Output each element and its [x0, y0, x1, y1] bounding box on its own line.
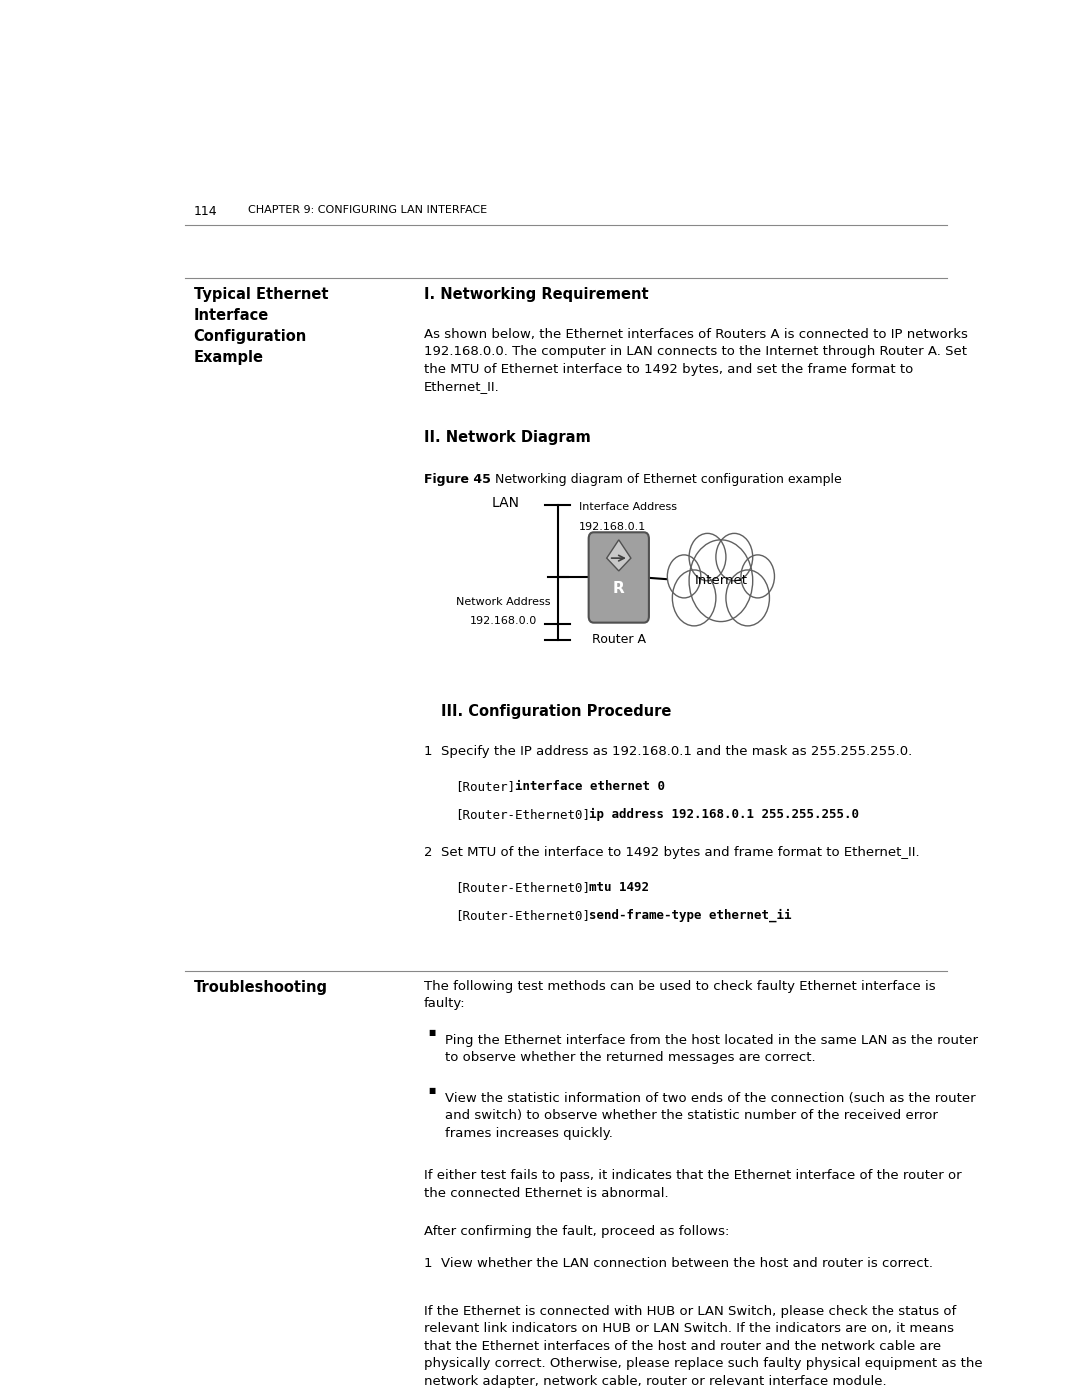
- Circle shape: [689, 539, 753, 622]
- FancyBboxPatch shape: [589, 532, 649, 623]
- Text: 192.168.0.0: 192.168.0.0: [470, 616, 537, 626]
- Text: ip address 192.168.0.1 255.255.255.0: ip address 192.168.0.1 255.255.255.0: [589, 807, 859, 821]
- Text: Figure 45: Figure 45: [423, 474, 490, 486]
- Text: [Router-Ethernet0]: [Router-Ethernet0]: [456, 909, 591, 922]
- Text: View the statistic information of two ends of the connection (such as the router: View the statistic information of two en…: [445, 1091, 975, 1140]
- Text: 2  Set MTU of the interface to 1492 bytes and frame format to Ethernet_II.: 2 Set MTU of the interface to 1492 bytes…: [423, 847, 919, 859]
- Text: III. Configuration Procedure: III. Configuration Procedure: [441, 704, 671, 719]
- Text: ■: ■: [428, 1028, 435, 1037]
- Text: Networking diagram of Ethernet configuration example: Networking diagram of Ethernet configura…: [486, 474, 841, 486]
- Text: ■: ■: [428, 1087, 435, 1095]
- Text: II. Network Diagram: II. Network Diagram: [423, 430, 591, 446]
- Text: LAN: LAN: [492, 496, 521, 510]
- Text: As shown below, the Ethernet interfaces of Routers A is connected to IP networks: As shown below, the Ethernet interfaces …: [423, 328, 968, 394]
- Text: mtu 1492: mtu 1492: [589, 882, 649, 894]
- Text: 114: 114: [193, 205, 217, 218]
- Text: [Router]: [Router]: [456, 780, 515, 792]
- Text: 1  Specify the IP address as 192.168.0.1 and the mask as 255.255.255.0.: 1 Specify the IP address as 192.168.0.1 …: [423, 745, 912, 759]
- Text: Internet: Internet: [694, 574, 747, 587]
- Text: Network Address: Network Address: [456, 597, 551, 606]
- Text: Ping the Ethernet interface from the host located in the same LAN as the router
: Ping the Ethernet interface from the hos…: [445, 1034, 977, 1065]
- Text: The following test methods can be used to check faulty Ethernet interface is
fau: The following test methods can be used t…: [423, 979, 935, 1010]
- Text: If either test fails to pass, it indicates that the Ethernet interface of the ro: If either test fails to pass, it indicat…: [423, 1169, 961, 1200]
- Text: interface ethernet 0: interface ethernet 0: [515, 780, 665, 792]
- Text: Typical Ethernet
Interface
Configuration
Example: Typical Ethernet Interface Configuration…: [193, 286, 328, 365]
- Text: send-frame-type ethernet_ii: send-frame-type ethernet_ii: [589, 909, 792, 922]
- Text: R: R: [613, 581, 624, 595]
- Text: CHAPTER 9: CONFIGURING LAN INTERFACE: CHAPTER 9: CONFIGURING LAN INTERFACE: [248, 205, 487, 215]
- Text: E0: E0: [591, 556, 606, 569]
- Circle shape: [667, 555, 701, 598]
- Text: [Router-Ethernet0]: [Router-Ethernet0]: [456, 807, 591, 820]
- Text: Troubleshooting: Troubleshooting: [193, 979, 327, 995]
- Circle shape: [673, 570, 716, 626]
- Text: After confirming the fault, proceed as follows:: After confirming the fault, proceed as f…: [423, 1225, 729, 1238]
- Text: 1  View whether the LAN connection between the host and router is correct.: 1 View whether the LAN connection betwee…: [423, 1257, 933, 1270]
- Circle shape: [726, 570, 769, 626]
- Circle shape: [689, 534, 726, 581]
- Text: Interface Address: Interface Address: [579, 502, 676, 513]
- Circle shape: [741, 555, 774, 598]
- Text: Router A: Router A: [592, 633, 646, 647]
- Text: [Router-Ethernet0]: [Router-Ethernet0]: [456, 882, 591, 894]
- Text: 192.168.0.1: 192.168.0.1: [579, 521, 646, 531]
- Polygon shape: [607, 539, 631, 571]
- Text: I. Networking Requirement: I. Networking Requirement: [423, 286, 648, 302]
- Text: If the Ethernet is connected with HUB or LAN Switch, please check the status of
: If the Ethernet is connected with HUB or…: [423, 1305, 983, 1387]
- Circle shape: [716, 534, 753, 581]
